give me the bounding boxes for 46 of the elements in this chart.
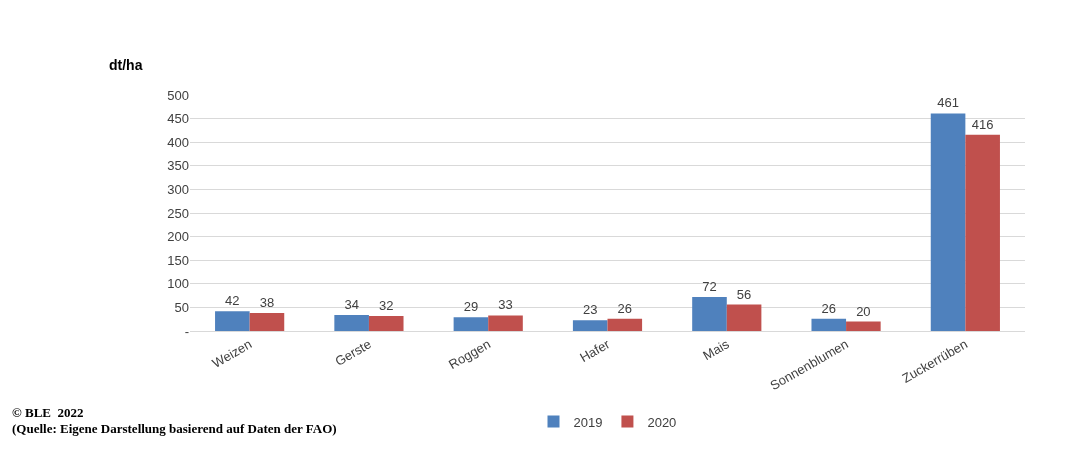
y-tick-label: - — [184, 323, 189, 339]
y-tick-label: 100 — [167, 276, 189, 292]
data-label: 416 — [971, 116, 994, 132]
data-label: 38 — [259, 295, 275, 311]
y-tick-label: 150 — [167, 252, 189, 268]
y-tick-label: 350 — [167, 158, 189, 174]
bar — [811, 318, 847, 331]
text: © BLE 2022 — [12, 405, 84, 420]
bar — [726, 304, 762, 331]
bar — [368, 315, 404, 331]
x-tick-label: Hafer — [577, 336, 613, 366]
legend-label: 2020 — [647, 414, 677, 430]
y-tick-label: 300 — [167, 181, 189, 197]
x-tick-label: Mais — [700, 336, 732, 364]
text: (Quelle: Eigene Darstellung basierend auf Daten der FAO) — [12, 421, 337, 436]
data-label: 32 — [378, 297, 394, 313]
data-label: 56 — [736, 286, 752, 302]
data-label: 33 — [498, 297, 513, 313]
bar — [965, 134, 1000, 331]
y-tick-label: 400 — [167, 134, 189, 150]
bar — [488, 315, 523, 331]
data-label: 34 — [344, 296, 359, 312]
data-label: 23 — [582, 302, 598, 318]
legend-label: 2019 — [573, 414, 603, 430]
data-label: 26 — [821, 300, 837, 316]
data-label: 72 — [702, 279, 717, 295]
y-tick-label: 50 — [174, 299, 189, 315]
data-label: 26 — [617, 300, 633, 316]
y-tick-label: 250 — [167, 205, 189, 221]
bar — [215, 311, 250, 331]
bar — [607, 318, 643, 331]
y-tick-label: 500 — [167, 87, 189, 103]
bar — [334, 314, 369, 331]
bar — [930, 113, 966, 331]
bar — [572, 320, 608, 331]
data-label: 42 — [225, 293, 240, 309]
data-label: 20 — [856, 303, 871, 319]
data-label: 461 — [937, 95, 959, 111]
y-tick-label: 200 — [167, 229, 189, 245]
bar — [692, 297, 727, 331]
bar — [453, 317, 489, 331]
y-axis-title: dt/ha — [109, 57, 143, 73]
bar — [846, 321, 881, 331]
y-tick-label: 450 — [167, 111, 189, 127]
bar — [249, 313, 285, 331]
data-label: 29 — [463, 299, 479, 315]
